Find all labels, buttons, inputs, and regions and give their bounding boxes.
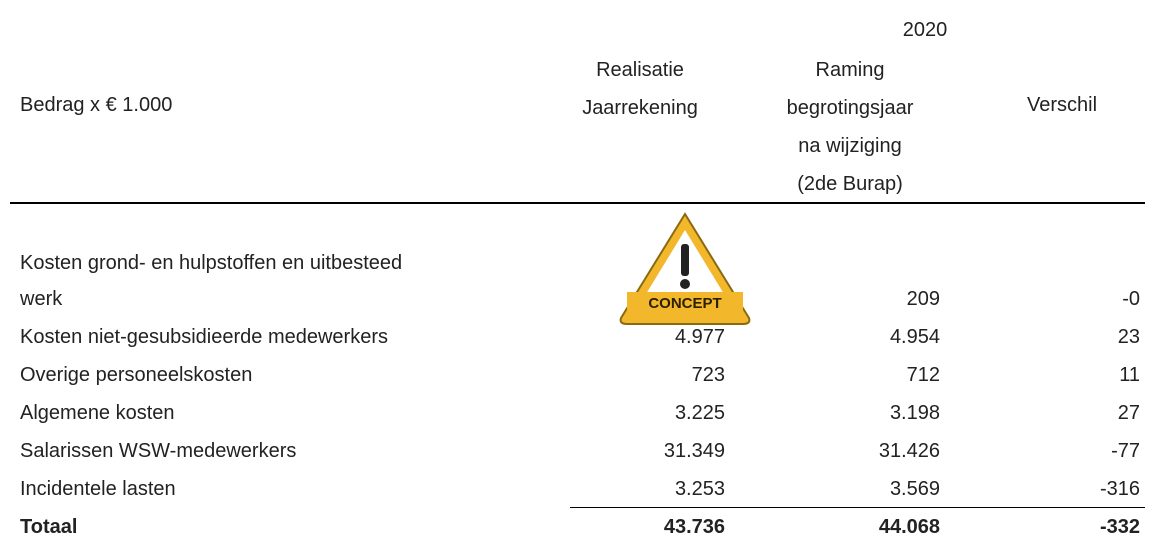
cell-raming: 31.426 bbox=[878, 440, 940, 462]
cell-realisatie: 723 bbox=[691, 364, 725, 386]
column-header: Verschil bbox=[1026, 94, 1098, 116]
cell-verschil: 11 bbox=[1119, 364, 1140, 386]
cell-realisatie: 3.225 bbox=[674, 402, 725, 424]
row-label: Salarissen WSW-medewerkers bbox=[20, 440, 297, 462]
total-raming: 44.068 bbox=[878, 516, 940, 538]
cell-verschil: -0 bbox=[1122, 288, 1140, 310]
row-label: Overige personeelskosten bbox=[20, 364, 253, 386]
concept-badge: CONCEPT bbox=[619, 212, 751, 325]
cell-raming: 4.954 bbox=[889, 326, 940, 348]
total-realisatie: 43.736 bbox=[663, 516, 725, 538]
cell-raming: 712 bbox=[906, 364, 940, 386]
cell-verschil: 23 bbox=[1117, 326, 1140, 348]
column-header: na wijziging bbox=[798, 135, 902, 157]
column-header: begrotingsjaar bbox=[786, 97, 914, 119]
column-header: (2de Burap) bbox=[797, 173, 903, 195]
row-label: Incidentele lasten bbox=[20, 478, 176, 500]
total-rule bbox=[570, 507, 1145, 508]
cell-realisatie: 31.349 bbox=[663, 440, 725, 462]
unit-label: Bedrag x € 1.000 bbox=[20, 94, 173, 116]
cell-raming: 209 bbox=[906, 288, 940, 310]
column-header: Raming bbox=[815, 59, 885, 81]
year: 2020 bbox=[902, 19, 948, 41]
cell-raming: 3.569 bbox=[889, 478, 940, 500]
cell-verschil: -316 bbox=[1099, 478, 1140, 500]
cell-raming: 3.198 bbox=[889, 402, 940, 424]
concept-label: CONCEPT bbox=[648, 295, 721, 312]
column-header: Realisatie bbox=[596, 59, 684, 81]
row-label: Kosten niet-gesubsidieerde medewerkers bbox=[20, 326, 388, 348]
column-header: Jaarrekening bbox=[582, 97, 698, 119]
cell-realisatie: 3.253 bbox=[674, 478, 725, 500]
cell-verschil: -77 bbox=[1111, 440, 1140, 462]
total-label: Totaal bbox=[20, 516, 78, 538]
header-rule bbox=[10, 202, 1145, 204]
cell-verschil: 27 bbox=[1117, 402, 1140, 424]
row-label: werk bbox=[20, 288, 63, 310]
cell-realisatie: 4.977 bbox=[674, 326, 725, 348]
row-label: Kosten grond- en hulpstoffen en uitbeste… bbox=[20, 252, 403, 274]
total-verschil: -332 bbox=[1099, 516, 1140, 538]
row-label: Algemene kosten bbox=[20, 402, 175, 424]
